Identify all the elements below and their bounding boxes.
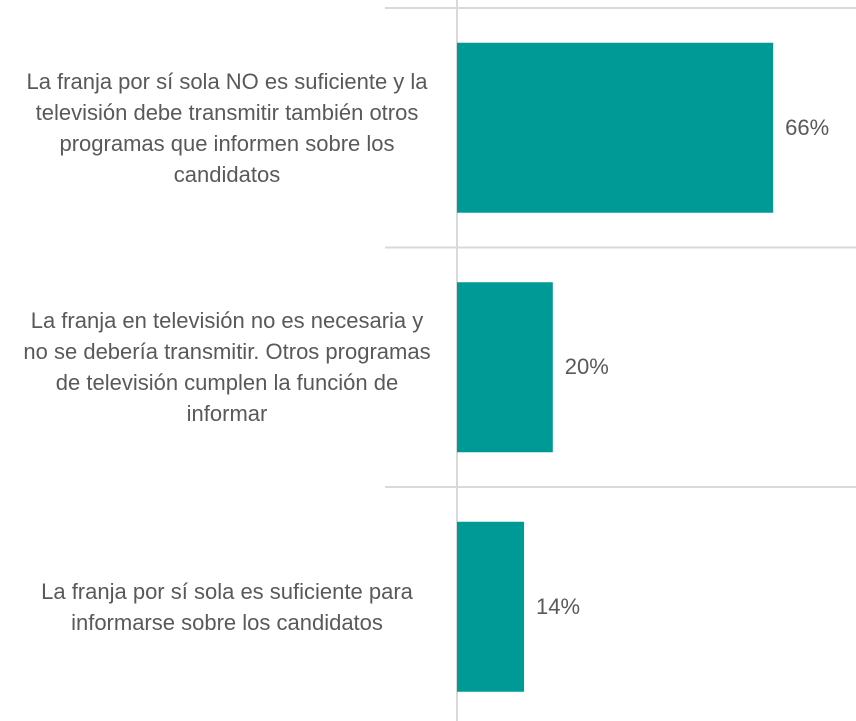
category-label: La franja por sí sola NO es suficiente y…: [26, 68, 428, 187]
bar: [457, 42, 774, 213]
bar: [457, 282, 553, 453]
category-label: La franja por sí sola es suficiente para…: [41, 578, 413, 635]
bar: [457, 521, 525, 692]
value-label: 66%: [785, 114, 830, 140]
category-label: La franja en televisión no es necesaria …: [23, 308, 431, 427]
value-label: 14%: [536, 593, 581, 619]
value-label: 20%: [564, 354, 609, 380]
